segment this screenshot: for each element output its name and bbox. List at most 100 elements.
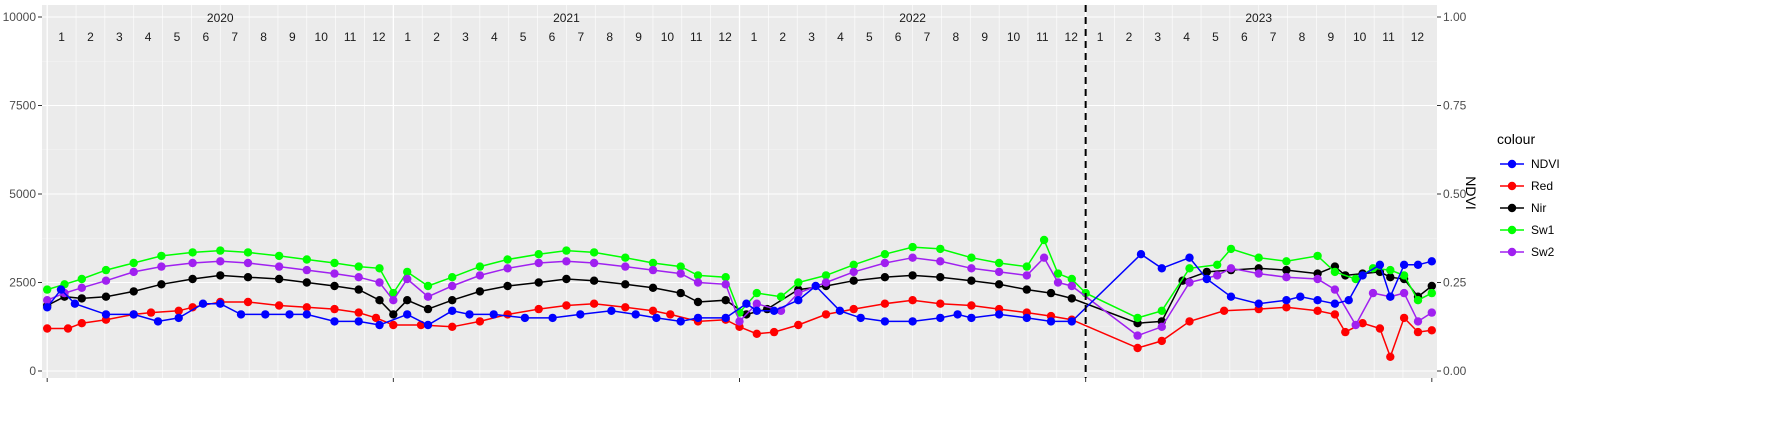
data-point-sw1 bbox=[1313, 251, 1322, 261]
y2-tick-label: 1.00 bbox=[1443, 10, 1467, 24]
data-point-ndvi bbox=[1202, 274, 1212, 284]
data-point-ndvi bbox=[752, 306, 761, 315]
data-point-sw1 bbox=[562, 246, 571, 255]
y-tick-label: 0 bbox=[29, 364, 36, 378]
data-point-sw2 bbox=[274, 262, 284, 271]
month-label: 6 bbox=[1241, 30, 1248, 44]
data-point-ndvi bbox=[216, 299, 225, 308]
data-point-sw2 bbox=[1053, 278, 1063, 287]
month-label: 8 bbox=[606, 30, 613, 44]
data-point-ndvi bbox=[693, 313, 703, 323]
month-label: 12 bbox=[372, 30, 386, 44]
data-point-ndvi bbox=[742, 299, 751, 308]
data-point-sw2 bbox=[1282, 273, 1291, 282]
month-label: 8 bbox=[1299, 30, 1306, 44]
data-point-sw2 bbox=[389, 296, 398, 305]
data-point-sw2 bbox=[1133, 331, 1142, 340]
data-point-red bbox=[821, 310, 831, 319]
y-tick-label: 5000 bbox=[9, 187, 36, 201]
data-point-ndvi bbox=[908, 317, 917, 326]
data-point-sw2 bbox=[1427, 308, 1437, 317]
data-point-nir bbox=[648, 283, 658, 292]
month-label: 6 bbox=[203, 30, 210, 44]
data-point-ndvi bbox=[330, 317, 339, 326]
data-point-sw1 bbox=[589, 248, 599, 257]
month-label: 7 bbox=[231, 30, 238, 44]
month-label: 12 bbox=[718, 30, 732, 44]
data-point-red bbox=[330, 304, 339, 314]
data-point-sw2 bbox=[1185, 278, 1194, 287]
data-point-sw1 bbox=[967, 253, 976, 262]
series-layer bbox=[43, 235, 1437, 361]
data-point-red bbox=[77, 319, 87, 328]
month-label: 2 bbox=[779, 30, 786, 44]
data-point-sw1 bbox=[1157, 306, 1167, 315]
month-label: 7 bbox=[1270, 30, 1277, 44]
data-point-ndvi bbox=[489, 310, 498, 319]
month-label: 10 bbox=[1007, 30, 1021, 44]
data-point-sw1 bbox=[101, 265, 111, 275]
data-point-ndvi bbox=[1313, 296, 1322, 305]
data-point-red bbox=[1341, 327, 1350, 337]
series-red bbox=[43, 296, 1437, 361]
data-point-nir bbox=[423, 304, 433, 314]
data-point-sw1 bbox=[1067, 274, 1077, 284]
month-label: 5 bbox=[174, 30, 181, 44]
data-point-nir bbox=[1022, 285, 1031, 294]
data-point-nir bbox=[1046, 288, 1056, 298]
data-point-sw1 bbox=[936, 244, 945, 254]
month-label: 3 bbox=[1154, 30, 1161, 44]
data-point-sw1 bbox=[648, 258, 658, 268]
data-point-nir bbox=[503, 281, 512, 291]
data-point-sw1 bbox=[1330, 267, 1340, 277]
data-point-ndvi bbox=[1157, 264, 1167, 273]
data-point-red bbox=[174, 306, 183, 315]
data-point-sw2 bbox=[1213, 271, 1222, 280]
data-point-ndvi bbox=[261, 310, 270, 319]
data-point-sw2 bbox=[621, 262, 630, 271]
month-label: 2 bbox=[433, 30, 440, 44]
data-point-red bbox=[371, 313, 381, 323]
data-point-ndvi bbox=[576, 310, 585, 319]
data-point-red bbox=[1358, 319, 1367, 328]
month-label: 3 bbox=[808, 30, 815, 44]
data-point-sw2 bbox=[534, 258, 543, 268]
legend-label: NDVI bbox=[1531, 157, 1560, 171]
data-point-ndvi bbox=[1022, 313, 1031, 323]
year-label: 2021 bbox=[553, 11, 580, 25]
data-point-red bbox=[475, 317, 485, 326]
data-point-sw1 bbox=[274, 251, 284, 261]
data-point-red bbox=[1427, 326, 1437, 335]
data-point-sw1 bbox=[216, 246, 225, 255]
data-point-sw2 bbox=[648, 265, 658, 275]
legend-item-nir: Nir bbox=[1500, 201, 1546, 215]
data-point-sw2 bbox=[243, 258, 253, 268]
data-point-nir bbox=[936, 273, 945, 282]
legend-key-point bbox=[1507, 181, 1517, 191]
data-point-sw1 bbox=[534, 250, 543, 259]
data-point-ndvi bbox=[1296, 292, 1305, 301]
data-point-sw1 bbox=[752, 288, 761, 298]
data-point-red bbox=[562, 301, 571, 310]
data-point-nir bbox=[1202, 267, 1212, 277]
data-point-nir bbox=[721, 296, 730, 305]
data-point-sw1 bbox=[721, 273, 730, 282]
data-point-red bbox=[1133, 343, 1142, 353]
data-point-nir bbox=[967, 276, 976, 285]
data-point-ndvi bbox=[1413, 260, 1423, 269]
data-point-sw2 bbox=[693, 278, 703, 287]
y-tick-label: 7500 bbox=[9, 99, 36, 113]
data-point-sw2 bbox=[821, 278, 831, 287]
data-point-sw2 bbox=[1067, 281, 1077, 291]
data-point-sw1 bbox=[403, 267, 412, 277]
legend-label: Red bbox=[1531, 179, 1553, 193]
data-point-nir bbox=[1282, 265, 1291, 275]
data-point-ndvi bbox=[676, 317, 685, 326]
data-point-sw1 bbox=[1053, 269, 1063, 278]
legend-item-sw1: Sw1 bbox=[1500, 223, 1555, 237]
data-point-nir bbox=[676, 288, 685, 298]
data-point-sw1 bbox=[1386, 265, 1395, 275]
data-point-sw1 bbox=[994, 258, 1004, 268]
data-point-sw2 bbox=[302, 265, 311, 275]
data-point-nir bbox=[1067, 294, 1077, 303]
